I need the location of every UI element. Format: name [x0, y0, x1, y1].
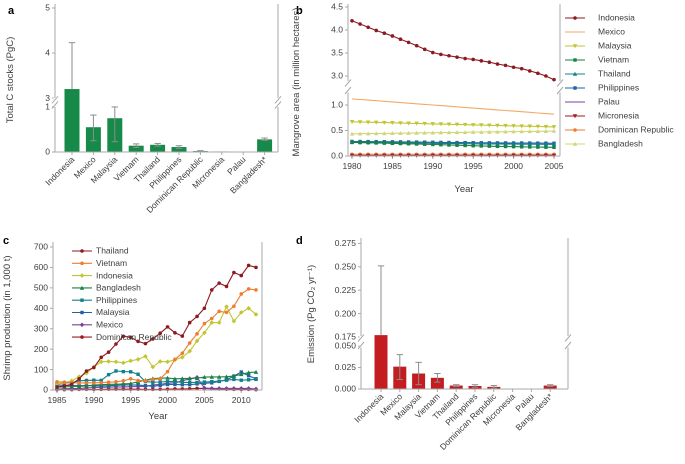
svg-text:Mexico: Mexico [598, 27, 625, 37]
svg-text:4.5: 4.5 [331, 2, 343, 12]
panel-a-letter: a [8, 5, 15, 17]
svg-text:1980: 1980 [343, 161, 362, 171]
svg-text:Bangladesh: Bangladesh [598, 139, 643, 149]
svg-text:2000: 2000 [158, 395, 177, 405]
svg-text:Year: Year [454, 184, 473, 195]
svg-text:Vietnam: Vietnam [598, 55, 629, 65]
svg-text:Shrimp production (in 1,000 t): Shrimp production (in 1,000 t) [2, 255, 13, 380]
svg-text:0.5: 0.5 [331, 125, 343, 135]
svg-text:3.0: 3.0 [331, 71, 343, 81]
svg-text:Philippines: Philippines [598, 83, 639, 93]
svg-text:0.175: 0.175 [335, 332, 357, 342]
svg-text:3: 3 [45, 93, 50, 103]
svg-text:Indonesia: Indonesia [43, 154, 76, 187]
panel-c-chart: 1985 1990 1995 2000 2005 2010 0 100 200 300 400 500… [2, 242, 263, 422]
panel-b-letter: b [296, 5, 303, 17]
svg-text:400: 400 [34, 303, 48, 313]
panel-b-chart: 1980 1985 1990 1995 2000 2005 0.0 0.5 1.0 3.0 3.5 4… [291, 2, 674, 195]
svg-text:Mexico: Mexico [96, 320, 123, 330]
svg-text:Emission (Pg CO₂ yr⁻¹): Emission (Pg CO₂ yr⁻¹) [306, 265, 317, 363]
svg-text:100: 100 [34, 364, 48, 374]
svg-text:0.0: 0.0 [331, 151, 343, 161]
svg-text:Mangrove area (in million hect: Mangrove area (in million hectares) [291, 8, 302, 157]
svg-text:Dominican Republic: Dominican Republic [96, 332, 172, 342]
svg-text:0.000: 0.000 [335, 384, 357, 394]
panel-d-letter: d [296, 235, 303, 247]
svg-text:300: 300 [34, 323, 48, 333]
svg-text:Malaysia: Malaysia [598, 41, 632, 51]
svg-text:1995: 1995 [121, 395, 140, 405]
svg-text:0: 0 [43, 385, 48, 395]
svg-text:500: 500 [34, 283, 48, 293]
svg-text:Thailand: Thailand [96, 246, 129, 256]
panel-d-chart: IndonesiaMexicoMalaysiaVietnamThailandPh… [306, 238, 572, 452]
panel-c-letter: c [3, 235, 10, 247]
svg-text:1990: 1990 [84, 395, 103, 405]
svg-text:700: 700 [34, 242, 48, 252]
svg-text:Indonesia: Indonesia [598, 13, 635, 23]
svg-text:3.5: 3.5 [331, 48, 343, 58]
svg-text:0: 0 [45, 147, 50, 157]
svg-text:1985: 1985 [383, 161, 402, 171]
svg-text:5: 5 [45, 3, 50, 13]
svg-text:Dominican Republic: Dominican Republic [598, 125, 674, 135]
svg-text:1985: 1985 [48, 395, 67, 405]
svg-text:1995: 1995 [464, 161, 483, 171]
svg-text:2005: 2005 [545, 161, 564, 171]
svg-text:4: 4 [45, 48, 50, 58]
svg-text:2005: 2005 [195, 395, 214, 405]
svg-text:Thailand: Thailand [598, 69, 631, 79]
svg-text:0.050: 0.050 [335, 341, 357, 351]
svg-text:Vietnam: Vietnam [96, 258, 127, 268]
svg-text:Palau: Palau [598, 97, 620, 107]
svg-text:0.200: 0.200 [335, 308, 357, 318]
svg-text:600: 600 [34, 262, 48, 272]
svg-text:1: 1 [45, 102, 50, 112]
svg-text:1990: 1990 [423, 161, 442, 171]
svg-text:2000: 2000 [504, 161, 523, 171]
svg-text:Year: Year [148, 411, 167, 422]
svg-text:0.275: 0.275 [335, 238, 357, 248]
svg-text:Bangladesh: Bangladesh [96, 283, 141, 293]
svg-text:0.250: 0.250 [335, 262, 357, 272]
svg-text:Philippines: Philippines [96, 295, 137, 305]
svg-text:Malaysia: Malaysia [96, 307, 130, 317]
svg-text:Total C stocks (PgC): Total C stocks (PgC) [5, 37, 16, 124]
svg-text:4.0: 4.0 [331, 25, 343, 35]
svg-text:2010: 2010 [232, 395, 251, 405]
svg-text:200: 200 [34, 344, 48, 354]
svg-text:0.225: 0.225 [335, 285, 357, 295]
svg-text:Micronesia: Micronesia [598, 111, 639, 121]
svg-text:Indonesia: Indonesia [96, 270, 133, 280]
svg-text:0.025: 0.025 [335, 362, 357, 372]
svg-text:1.0: 1.0 [331, 100, 343, 110]
panel-a-chart: IndonesiaMexicoMalaysiaVietnamThailandPh… [5, 3, 282, 215]
